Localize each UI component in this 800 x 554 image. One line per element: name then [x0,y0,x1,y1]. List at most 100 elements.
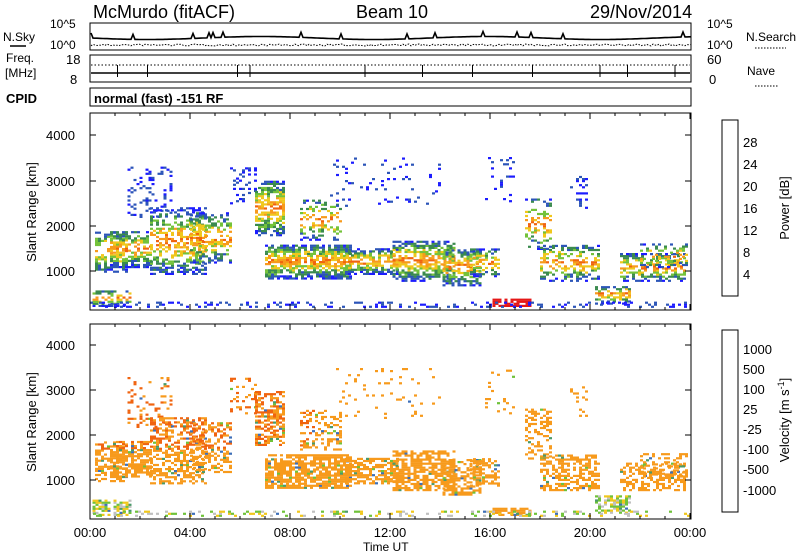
echo-cell [354,256,357,259]
echo-cell [345,264,348,267]
echo-cell [183,244,186,247]
echo-cell [292,482,295,485]
echo-cell [125,235,128,238]
echo-cell [395,240,399,243]
echo-cell [116,505,120,508]
echo-cell [324,409,327,412]
echo-cell [229,245,232,248]
echo-cell [113,243,116,246]
echo-cell [422,255,426,258]
echo-cell [304,462,307,465]
echo-cell [261,437,264,440]
echo-cell [315,238,318,241]
echo-cell [328,474,331,477]
echo-cell [143,453,146,456]
echo-cell [413,277,417,280]
echo-cell [454,280,458,283]
echo-cell [576,275,579,278]
echo-cell [258,443,261,446]
echo-cell [101,239,104,242]
echo-cell [110,252,113,255]
echo-cell [543,255,546,258]
echo-cell [248,187,251,190]
echo-cell [193,236,196,239]
echo-cell [277,250,280,253]
echo-cell [470,264,473,268]
echo-cell [673,247,676,250]
echo-cell [313,248,316,251]
echo-cell [322,256,325,260]
echo-cell [104,298,108,301]
echo-cell [113,442,116,446]
echo-cell [334,271,337,274]
echo-cell [452,450,456,453]
echo-cell [214,456,217,459]
echo-cell [661,266,664,269]
echo-cell [316,474,319,477]
echo-cell [236,181,239,184]
echo-cell [150,215,153,218]
echo-cell [283,275,286,278]
echo-cell [466,261,470,264]
echo-cell [653,269,656,272]
echo-cell [223,218,226,221]
echo-cell [119,457,122,460]
echo-cell [452,480,456,484]
echo-cell [348,272,351,275]
echo-cell [644,269,647,272]
echo-cell [125,270,128,273]
echo-cell [417,196,420,199]
echo-cell [343,256,346,260]
echo-cell [316,258,319,262]
echo-cell [343,478,346,481]
echo-cell [431,466,435,469]
echo-cell [150,470,153,473]
echo-cell [519,298,523,301]
echo-cell [443,472,447,475]
echo-cell [264,230,267,233]
echo-cell [306,236,309,239]
echo-cell [309,303,312,306]
echo-cell [198,258,201,261]
echo-cell [208,259,211,262]
echo-cell [127,409,131,412]
echo-cell [98,507,102,510]
echo-cell [205,450,208,453]
echo-cell [177,447,180,450]
echo-cell [419,255,423,258]
echo-cell [267,419,270,422]
echo-cell [304,277,307,280]
echo-cell [658,249,661,252]
echo-cell [413,462,417,465]
echo-cell [180,240,183,243]
echo-cell [304,252,307,255]
echo-cell [445,467,449,470]
echo-cell [452,273,456,276]
echo-cell [289,258,292,262]
echo-cell [419,261,423,264]
echo-cell [445,280,449,283]
echo-cell [196,212,199,215]
echo-cell [271,275,274,278]
echo-cell [169,403,173,406]
echo-cell [384,480,387,483]
echo-cell [351,270,354,273]
echo-cell [92,501,96,504]
echo-cell [306,419,309,423]
echo-cell [328,462,331,465]
date-title: 29/Nov/2014 [590,2,692,22]
echo-cell [594,277,597,280]
echo-cell [286,263,289,266]
echo-cell [150,421,153,424]
echo-cell [298,248,301,251]
echo-cell [498,298,502,301]
echo-cell [665,267,668,270]
echo-cell [162,219,165,222]
echo-cell [208,446,211,449]
echo-cell [177,229,180,232]
echo-cell [476,250,479,253]
echo-cell [104,477,107,481]
echo-cell [104,266,107,269]
echo-cell [322,454,325,457]
echo-cell [345,478,348,481]
